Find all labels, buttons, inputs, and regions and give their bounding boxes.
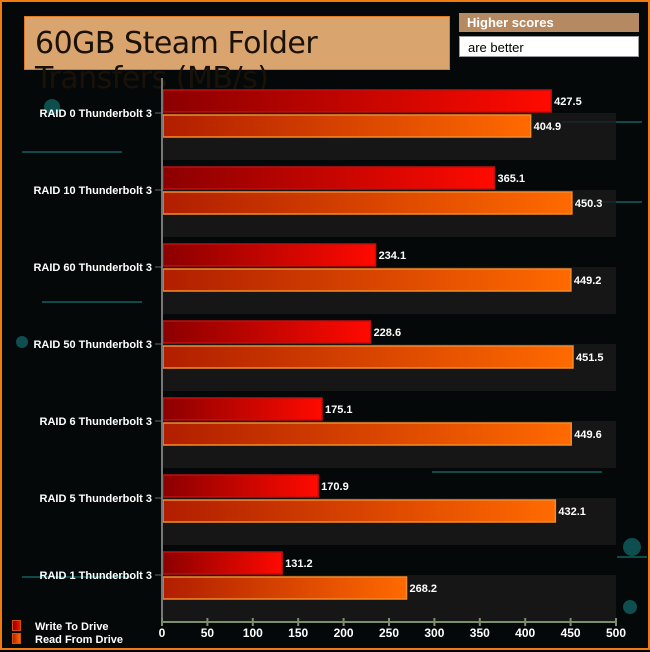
legend-label-read: Read From Drive (35, 634, 124, 646)
circuit-node (623, 538, 641, 556)
data-label: 432.1 (558, 506, 586, 518)
data-label: 451.5 (576, 352, 604, 364)
x-tick-label: 50 (201, 626, 215, 640)
legend-swatch-read (12, 633, 21, 644)
category-label: RAID 10 Thunderbolt 3 (33, 185, 152, 197)
x-tick-label: 400 (515, 626, 535, 640)
bar-write (162, 474, 319, 498)
category-label: RAID 60 Thunderbolt 3 (33, 262, 152, 274)
legend-item-read: Read From Drive (12, 633, 123, 646)
category-label: RAID 0 Thunderbolt 3 (40, 108, 152, 120)
x-tick-label: 350 (470, 626, 490, 640)
data-label: 228.6 (374, 327, 402, 339)
legend-item-write: Write To Drive (12, 620, 109, 633)
bar-write (162, 166, 496, 190)
data-label: 131.2 (285, 558, 313, 570)
x-tick-label: 300 (424, 626, 444, 640)
x-tick-label: 100 (243, 626, 263, 640)
circuit-node (16, 336, 28, 348)
data-label: 234.1 (379, 250, 407, 262)
category-label: RAID 1 Thunderbolt 3 (40, 570, 152, 582)
category-label: RAID 50 Thunderbolt 3 (33, 339, 152, 351)
legend-label-write: Write To Drive (35, 621, 109, 633)
x-tick-label: 200 (334, 626, 354, 640)
data-label: 404.9 (534, 121, 562, 133)
x-tick-label: 250 (379, 626, 399, 640)
legend-swatch-write (12, 620, 21, 631)
bar-read (162, 422, 572, 446)
data-label: 170.9 (321, 481, 349, 493)
bar-write (162, 89, 552, 113)
data-label: 175.1 (325, 404, 353, 416)
bar-read (162, 576, 408, 600)
note-are-better: are better (459, 36, 639, 57)
data-label: 365.1 (498, 173, 526, 185)
data-label: 449.6 (574, 429, 602, 441)
x-tick-label: 450 (561, 626, 581, 640)
circuit-node (623, 600, 637, 614)
bar-write (162, 320, 372, 344)
x-tick-label: 0 (159, 626, 166, 640)
data-label: 449.2 (574, 275, 602, 287)
bar-read (162, 268, 572, 292)
data-label: 450.3 (575, 198, 603, 210)
bar-write (162, 243, 377, 267)
bar-read (162, 114, 532, 138)
category-label: RAID 5 Thunderbolt 3 (40, 493, 152, 505)
bar-write (162, 397, 323, 421)
note-higher-scores: Higher scores (459, 13, 639, 32)
data-label: 268.2 (410, 583, 438, 595)
category-label: RAID 6 Thunderbolt 3 (40, 416, 152, 428)
bar-read (162, 345, 574, 369)
x-tick-label: 500 (606, 626, 626, 640)
x-tick-label: 150 (288, 626, 308, 640)
data-label: 427.5 (554, 96, 582, 108)
bar-write (162, 551, 283, 575)
bar-read (162, 191, 573, 215)
bar-read (162, 499, 557, 523)
circuit-node (44, 99, 60, 115)
